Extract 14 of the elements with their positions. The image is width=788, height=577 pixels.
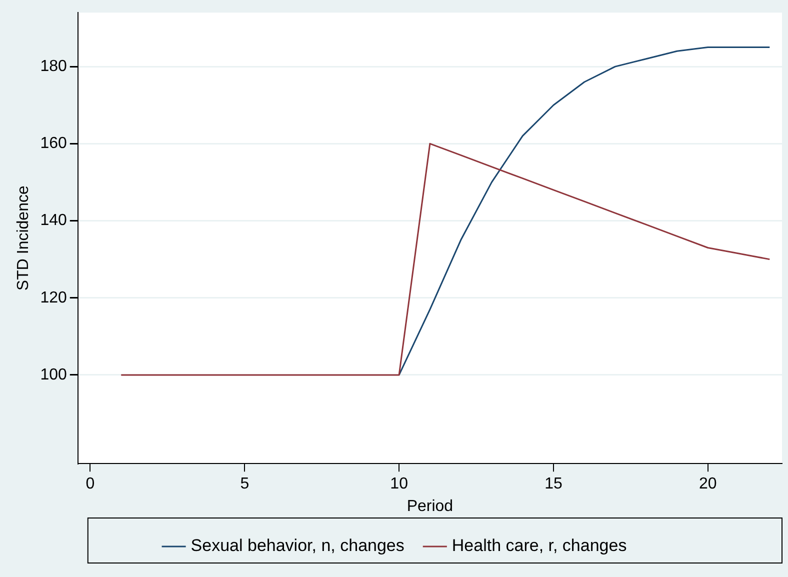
y-axis-title: STD Incidence [15,186,32,291]
x-tick-label: 15 [544,476,562,493]
y-tick-label: 100 [40,366,67,384]
y-tick-label: 160 [40,135,67,152]
y-tick-label: 140 [40,212,67,230]
x-tick-label: 20 [698,476,717,493]
x-tick-label: 5 [240,476,250,493]
x-axis-title: Period [406,498,454,515]
y-tick-label: 180 [40,58,67,75]
x-tick-label: 0 [86,476,95,493]
legend-label: Health care, r, changes [452,536,627,556]
y-tick-label: 120 [40,289,67,306]
legend-label: Sexual behavior, n, changes [190,536,404,556]
x-tick-label: 10 [390,476,408,493]
